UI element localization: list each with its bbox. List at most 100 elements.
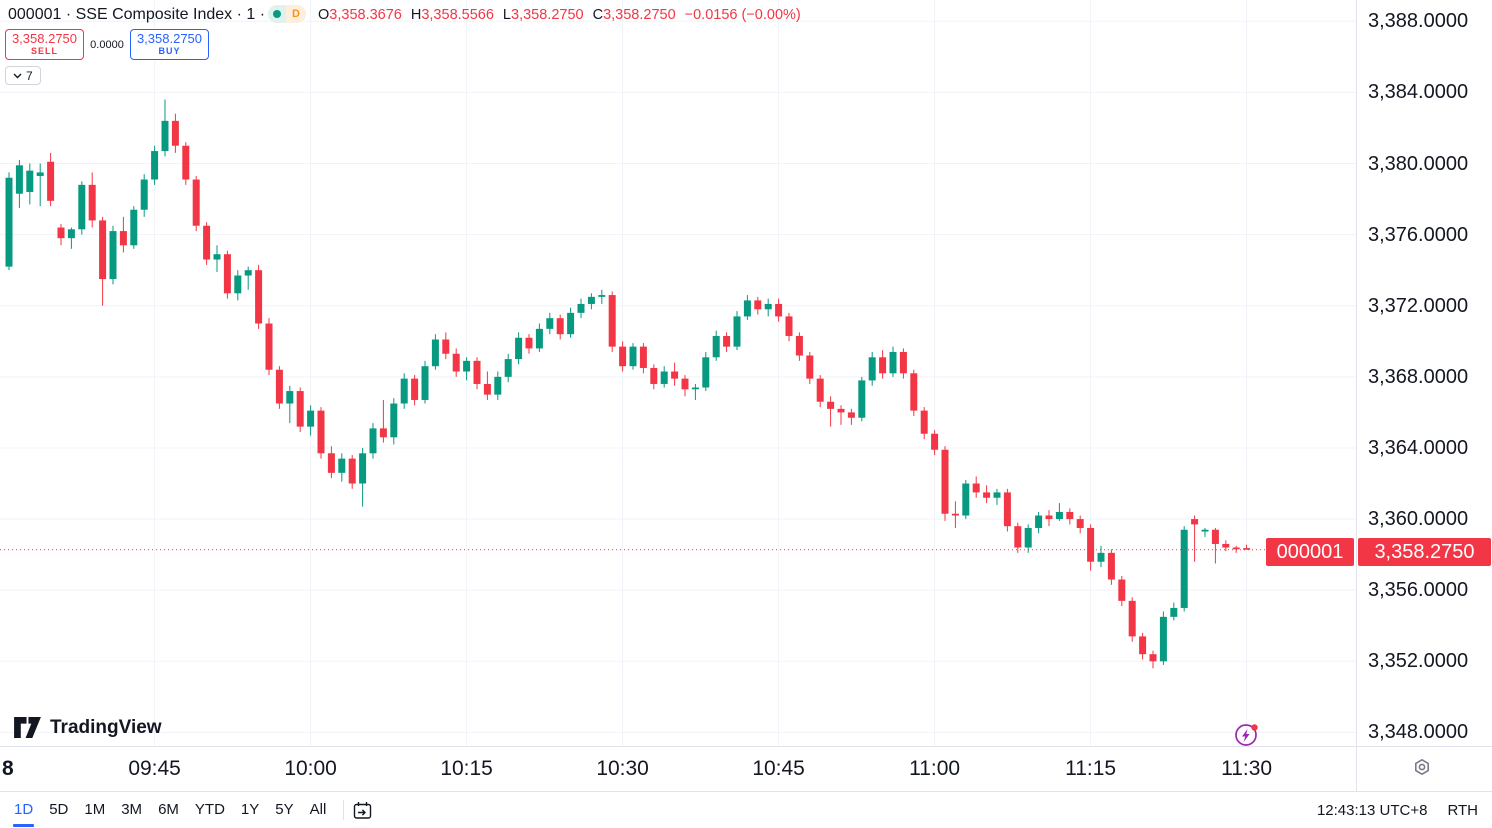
market-flash-icon[interactable] bbox=[1233, 721, 1260, 748]
candle-body bbox=[650, 367, 658, 384]
candle-body bbox=[1243, 548, 1251, 550]
candle-body bbox=[255, 270, 263, 324]
candle-body bbox=[567, 312, 575, 335]
candle-body bbox=[1149, 654, 1157, 662]
go-to-date-button[interactable] bbox=[353, 799, 377, 821]
range-button-5d[interactable]: 5D bbox=[49, 801, 69, 818]
candlestick-chart-pane[interactable] bbox=[0, 0, 1356, 746]
ohlc-readout: O3,358.3676 H3,358.5566 L3,358.2750 C3,358.… bbox=[318, 7, 801, 23]
candle-body bbox=[868, 357, 876, 381]
range-button-6m[interactable]: 6M bbox=[158, 801, 179, 818]
candle-body bbox=[338, 458, 346, 473]
range-button-all[interactable]: All bbox=[309, 801, 327, 818]
candle-body bbox=[827, 401, 835, 409]
range-button-1m[interactable]: 1M bbox=[84, 801, 106, 818]
candle-body bbox=[931, 433, 939, 450]
candle-body bbox=[629, 346, 637, 367]
candle-body bbox=[307, 410, 315, 427]
session-badge[interactable]: RTH bbox=[1447, 801, 1478, 819]
range-button-1y[interactable]: 1Y bbox=[240, 801, 260, 818]
candle-body bbox=[1066, 511, 1074, 520]
candle-body bbox=[57, 227, 65, 239]
price-tick-label: 3,388.0000 bbox=[1368, 10, 1469, 33]
candle-body bbox=[587, 296, 595, 304]
trade-widget: 3,358.2750 SELL 0.0000 3,358.2750 BUY bbox=[5, 29, 209, 60]
candle-body bbox=[691, 387, 699, 390]
axis-corner-divider bbox=[1356, 746, 1357, 791]
high-label: H bbox=[410, 7, 422, 23]
candle-body bbox=[119, 231, 127, 246]
candle-body bbox=[15, 165, 23, 194]
time-axis[interactable]: 8 09:45 10:00 10:15 10:30 10:45 11:00 11:15 11:… bbox=[0, 746, 1492, 791]
candle-body bbox=[244, 270, 252, 276]
interval-badge[interactable]: D bbox=[286, 5, 306, 23]
candle-body bbox=[327, 453, 335, 473]
clock-readout[interactable]: 12:43:13 UTC+8 bbox=[1316, 801, 1428, 819]
range-button-5y[interactable]: 5Y bbox=[275, 801, 294, 818]
time-tick-label: 11:15 bbox=[1065, 757, 1117, 780]
low-value: 3,358.2750 bbox=[511, 7, 584, 23]
candle-body bbox=[171, 120, 179, 146]
candle-body bbox=[26, 170, 34, 192]
candle-body bbox=[296, 391, 304, 427]
candle-body bbox=[1076, 519, 1084, 528]
candle-body bbox=[67, 229, 75, 239]
candle-body bbox=[910, 373, 918, 411]
candle-body bbox=[1035, 515, 1043, 528]
range-button-1d[interactable]: 1D bbox=[6, 792, 41, 828]
candle-body bbox=[525, 337, 533, 349]
low-label: L bbox=[502, 7, 511, 23]
candle-body bbox=[723, 335, 731, 347]
calendar-icon bbox=[354, 801, 372, 819]
gear-icon[interactable] bbox=[1410, 755, 1434, 779]
candle-body bbox=[764, 303, 772, 310]
price-tick-label: 3,364.0000 bbox=[1368, 436, 1469, 459]
candle-body bbox=[390, 403, 398, 438]
candle-body bbox=[795, 335, 803, 356]
candle-body bbox=[494, 376, 502, 395]
price-tick-label: 3,384.0000 bbox=[1368, 81, 1469, 104]
candle-body bbox=[5, 177, 13, 267]
time-tick-label: 09:45 bbox=[128, 757, 181, 780]
toolbar-right-group: 12:43:13 UTC+8 RTH bbox=[1317, 802, 1478, 819]
price-tick-label: 3,360.0000 bbox=[1368, 508, 1469, 531]
candle-body bbox=[1024, 527, 1032, 548]
price-tick-label: 3,348.0000 bbox=[1368, 721, 1469, 744]
candle-body bbox=[213, 254, 221, 260]
range-button-3m[interactable]: 3M bbox=[121, 801, 143, 818]
candle-body bbox=[1159, 616, 1167, 662]
time-tick-label: 11:00 bbox=[909, 757, 961, 780]
candle-body bbox=[442, 339, 450, 354]
candle-body bbox=[806, 355, 814, 379]
spread-value: 0.0000 bbox=[90, 38, 124, 51]
sell-button[interactable]: 3,358.2750 SELL bbox=[5, 29, 84, 60]
candle-body bbox=[639, 346, 647, 368]
tradingview-logo[interactable]: TradingView bbox=[14, 716, 162, 739]
candle-body bbox=[754, 300, 762, 310]
market-status-interval-pill[interactable]: D bbox=[268, 5, 306, 23]
candle-body bbox=[847, 412, 855, 418]
chevron-down-icon bbox=[13, 73, 22, 78]
buy-button[interactable]: 3,358.2750 BUY bbox=[130, 29, 209, 60]
candle-body bbox=[1139, 636, 1147, 655]
candle-body bbox=[431, 339, 439, 367]
symbol-title[interactable]: 000001 · SSE Composite Index · 1 · SSE bbox=[8, 6, 302, 23]
candle-body bbox=[1128, 600, 1136, 637]
price-axis[interactable]: 3,388.0000 3,384.0000 3,380.0000 3,376.0000… bbox=[1356, 0, 1492, 746]
candle-body bbox=[483, 383, 491, 395]
candle-body bbox=[1107, 552, 1115, 580]
buy-label: BUY bbox=[158, 46, 181, 56]
range-button-ytd[interactable]: YTD bbox=[194, 801, 225, 818]
candle-body bbox=[671, 371, 679, 379]
candle-body bbox=[598, 295, 606, 297]
candle-body bbox=[47, 161, 55, 201]
object-tree-chip[interactable]: 7 bbox=[5, 66, 41, 85]
candle-body bbox=[1180, 529, 1188, 608]
candle-body bbox=[140, 179, 148, 210]
candle-body bbox=[421, 366, 429, 400]
candle-body bbox=[1118, 579, 1126, 601]
candle-body bbox=[317, 410, 325, 454]
candle-body bbox=[286, 391, 294, 404]
close-label: C bbox=[592, 7, 604, 23]
candle-body bbox=[182, 145, 190, 180]
